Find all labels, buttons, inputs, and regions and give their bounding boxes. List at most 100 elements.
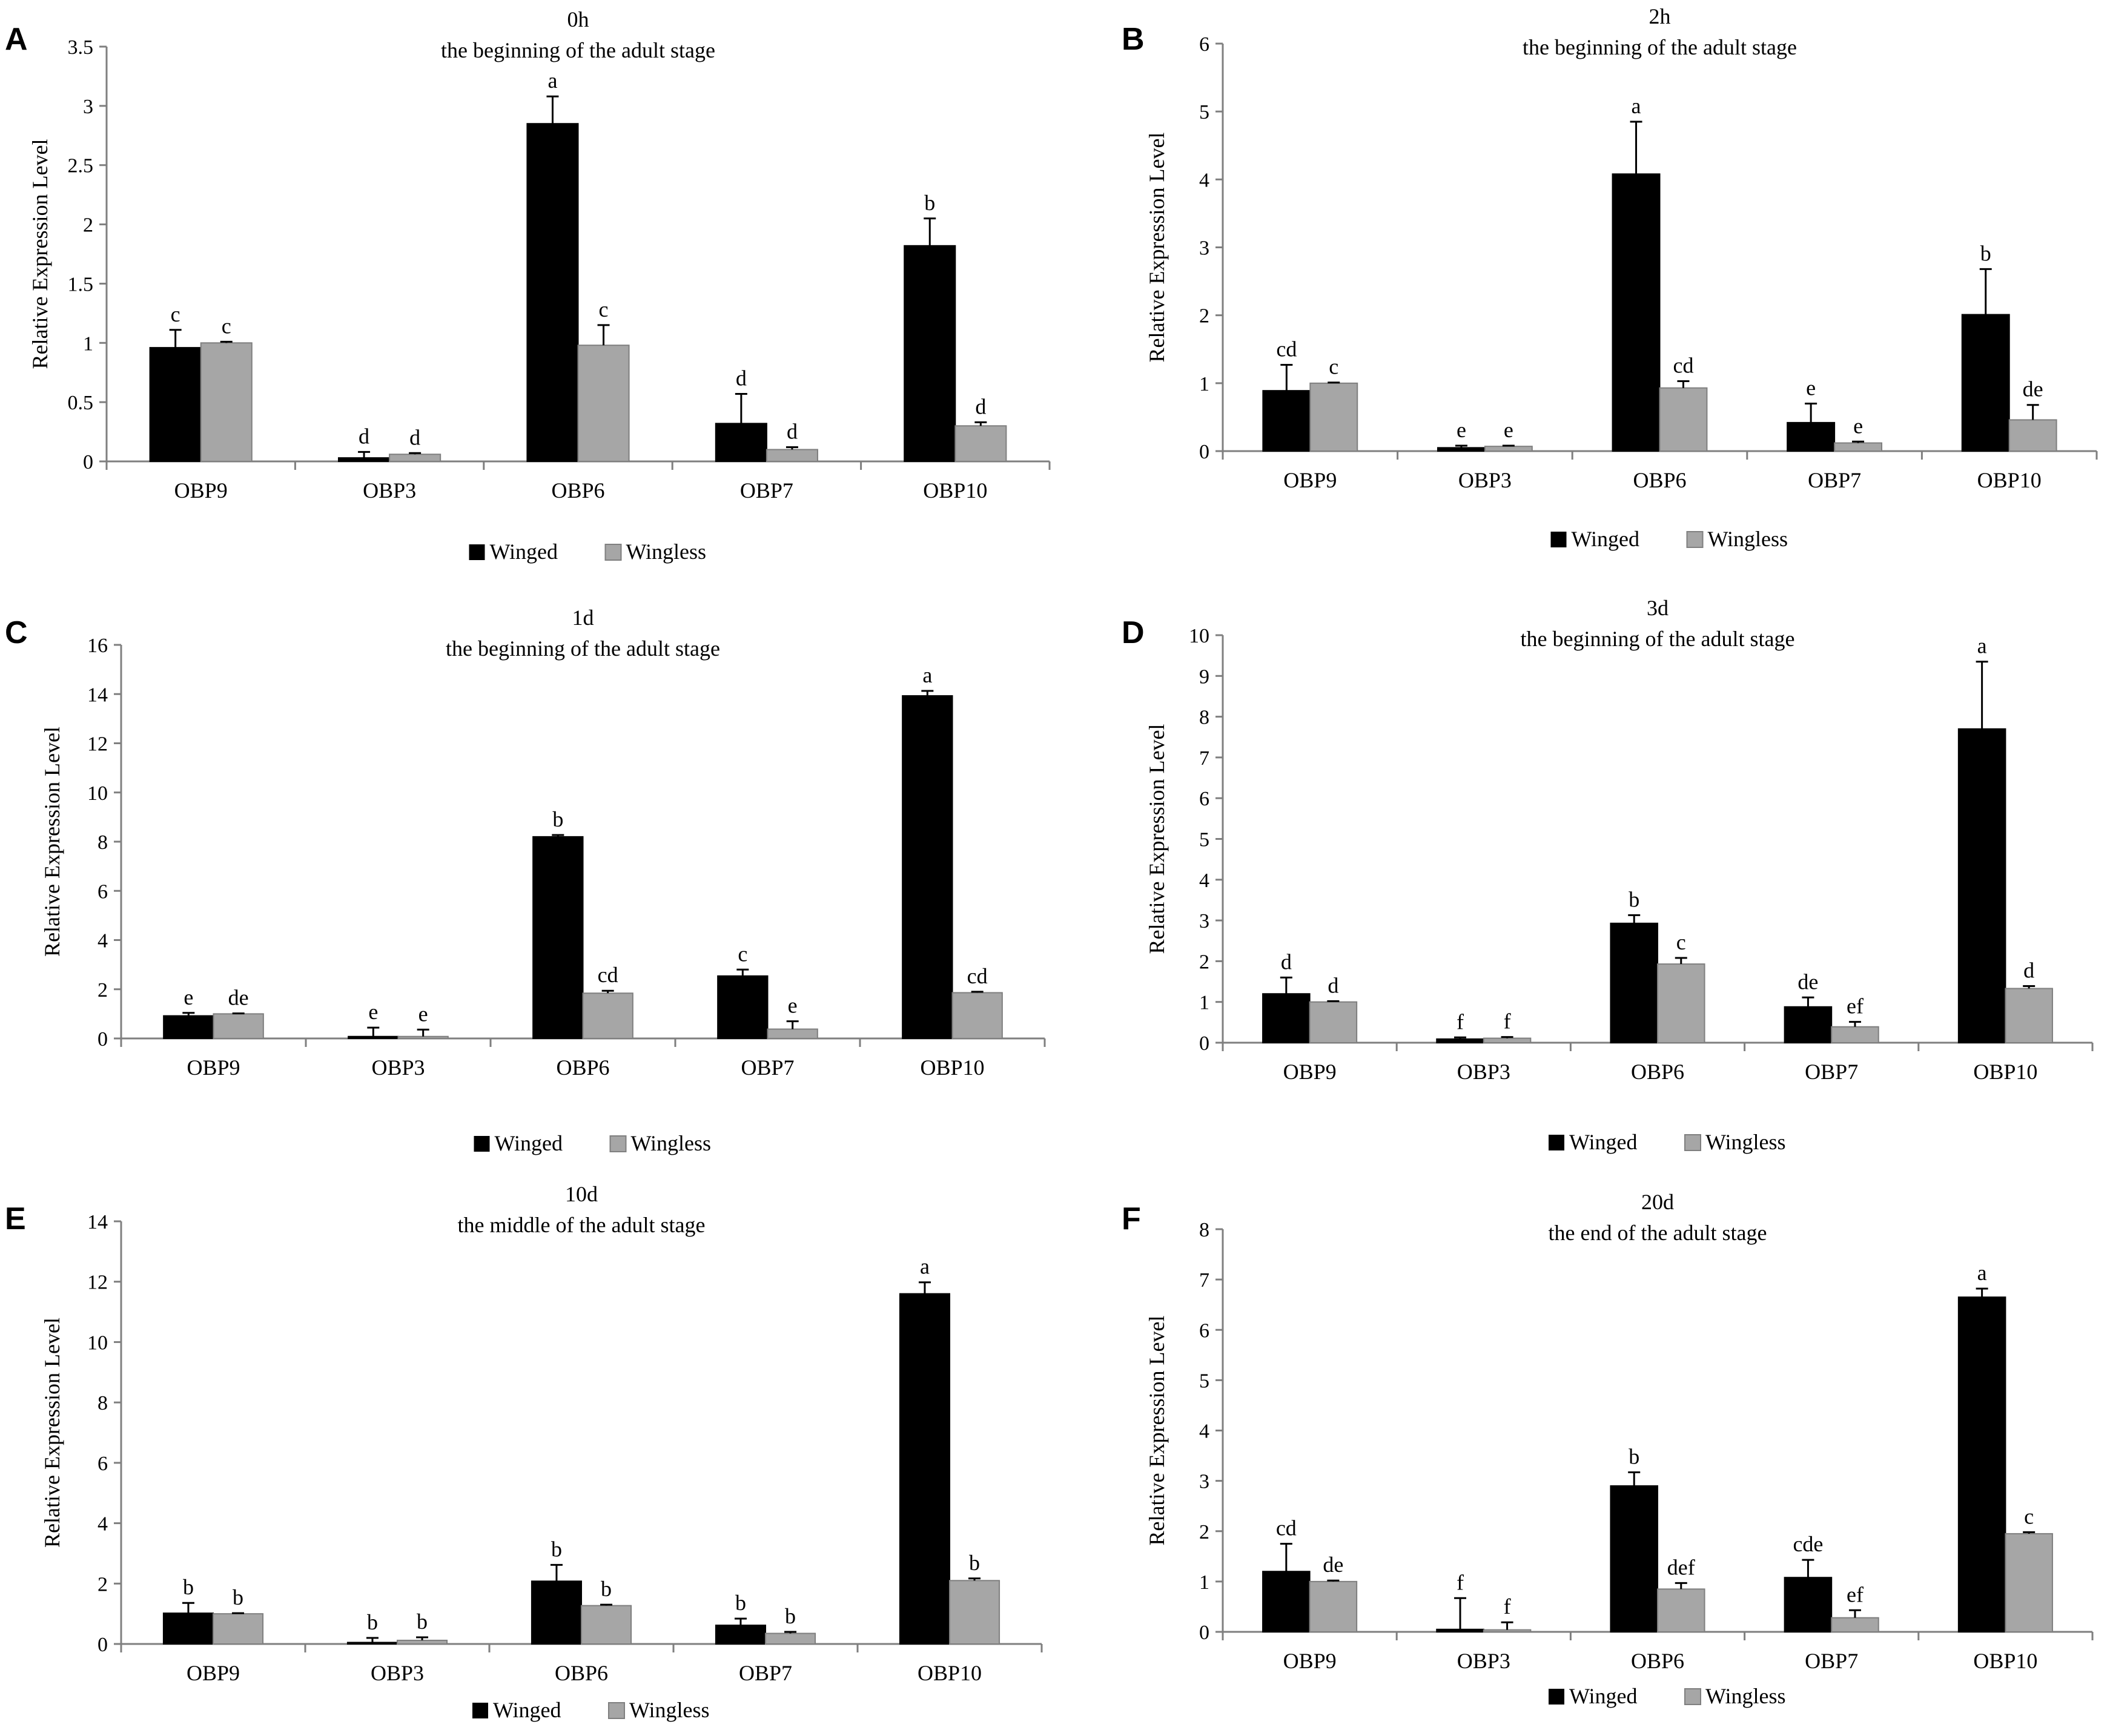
winged-bar [338, 457, 391, 463]
significance-letter: e [368, 1000, 378, 1024]
wingless-bar [200, 342, 253, 462]
wingless-bar [581, 1605, 632, 1645]
legend-swatch-winged [1549, 1689, 1564, 1705]
significance-letter: a [920, 1255, 930, 1279]
y-axis-label: Relative Expression Level [40, 727, 64, 957]
y-tick-label: 4 [1199, 169, 1209, 191]
y-tick-label: 10 [87, 782, 108, 805]
legend-swatch-wingless [1684, 1688, 1701, 1705]
x-tick-label: OBP6 [1631, 1060, 1684, 1084]
winged-bar [904, 245, 956, 462]
y-tick-label: 2 [83, 214, 93, 237]
y-tick-label: 3 [1199, 1471, 1209, 1493]
x-tick-label: OBP7 [1805, 1649, 1858, 1673]
winged-bar [1262, 390, 1311, 452]
wingless-bar [2008, 419, 2057, 452]
wingless-bar [1309, 1580, 1358, 1632]
panel-letter: E [5, 1201, 26, 1236]
legend-label-wingless: Wingless [631, 1131, 712, 1155]
legend-swatch-wingless [604, 544, 622, 561]
x-tick-label: OBP10 [918, 1661, 982, 1685]
wingless-bar [1657, 963, 1705, 1043]
chart-subtitle: the beginning of the adult stage [441, 38, 715, 62]
significance-letter: b [785, 1604, 796, 1628]
significance-letter: c [599, 297, 609, 322]
significance-letter: d [1328, 973, 1338, 997]
significance-letter: c [2024, 1504, 2034, 1528]
winged-bar [163, 1015, 214, 1039]
winged-bar [1437, 447, 1486, 452]
x-tick-label: OBP3 [371, 1661, 424, 1685]
legend-label-winged: Winged [1569, 1684, 1638, 1708]
legend-swatch-wingless [608, 1702, 625, 1719]
wingless-bar [1484, 446, 1533, 452]
y-tick-label: 7 [1199, 1269, 1209, 1292]
chart-panel-a: A 0h the beginning of the adult stage 0 0.5 1… [5, 7, 1051, 564]
y-tick-label: 4 [1199, 870, 1209, 892]
y-tick-label: 5 [1199, 101, 1209, 124]
x-tick-label: OBP7 [1805, 1060, 1858, 1084]
legend-label-winged: Winged [490, 540, 558, 564]
x-tick-label: OBP6 [1633, 468, 1686, 492]
significance-letter: d [975, 394, 986, 418]
chart-panel-e: E 10d the middle of the adult stage 0 2 4 6 8 10… [5, 1182, 1043, 1722]
legend-swatch-winged [472, 1703, 488, 1718]
y-tick-label: 5 [1199, 1370, 1209, 1392]
significance-letter: b [367, 1610, 378, 1634]
significance-letter: cde [1793, 1532, 1823, 1556]
x-tick-label: OBP10 [1973, 1060, 2037, 1084]
chart-subtitle: the middle of the adult stage [458, 1213, 706, 1237]
y-tick-label: 6 [1199, 33, 1209, 56]
legend-label-wingless: Wingless [1705, 1130, 1786, 1154]
y-tick-label: 3.5 [68, 36, 94, 59]
legend-label-winged: Winged [495, 1131, 563, 1155]
y-tick-label: 3 [1199, 237, 1209, 260]
significance-letter: cd [967, 964, 988, 988]
winged-bar [1784, 1577, 1833, 1633]
chart-subtitle: the end of the adult stage [1549, 1221, 1767, 1245]
y-tick-label: 16 [87, 635, 108, 657]
chart-title: 1d [572, 606, 594, 630]
x-tick-label: OBP6 [555, 1661, 608, 1685]
chart-title: 2h [1649, 4, 1671, 28]
significance-letter: b [1629, 887, 1639, 911]
x-tick-label: OBP7 [741, 1055, 794, 1080]
significance-letter: e [1853, 414, 1863, 438]
y-tick-label: 8 [98, 1392, 108, 1414]
x-tick-label: OBP7 [740, 478, 793, 503]
wingless-bar [1483, 1629, 1532, 1633]
wingless-bar [1483, 1037, 1532, 1044]
wingless-bar [1309, 382, 1358, 452]
wingless-bar [213, 1613, 264, 1645]
significance-letter: b [1629, 1444, 1639, 1468]
significance-letter: cd [1276, 337, 1297, 361]
y-tick-label: 0 [98, 1028, 108, 1051]
significance-letter: b [924, 191, 935, 215]
panel-letter: F [1122, 1201, 1141, 1236]
y-tick-label: 0 [1199, 441, 1209, 463]
significance-letter: f [1457, 1009, 1464, 1034]
significance-letter: cd [1276, 1516, 1297, 1540]
x-tick-label: OBP10 [1973, 1649, 2037, 1673]
winged-bar [1262, 1571, 1311, 1632]
y-tick-label: 14 [87, 1211, 108, 1233]
significance-letter: d [1281, 949, 1292, 974]
y-tick-label: 1 [1199, 1571, 1209, 1594]
legend-swatch-winged [474, 1136, 490, 1152]
y-tick-label: 14 [87, 684, 108, 706]
wingless-bar [2005, 1533, 2053, 1632]
x-tick-label: OBP3 [1457, 1060, 1510, 1084]
significance-letter: de [1323, 1553, 1343, 1577]
x-tick-label: OBP7 [739, 1661, 792, 1685]
y-tick-label: 2 [1199, 305, 1209, 328]
wingless-bar [765, 1632, 816, 1645]
winged-bar [1957, 1296, 2006, 1632]
significance-letter: cd [598, 963, 618, 987]
x-tick-label: OBP9 [1283, 1649, 1337, 1673]
x-tick-label: OBP6 [551, 478, 604, 503]
winged-bar [715, 423, 767, 462]
y-tick-label: 1 [1199, 992, 1209, 1014]
x-tick-label: OBP3 [371, 1055, 425, 1080]
y-axis-label: Relative Expression Level [1145, 133, 1169, 363]
winged-bar [346, 1642, 398, 1645]
